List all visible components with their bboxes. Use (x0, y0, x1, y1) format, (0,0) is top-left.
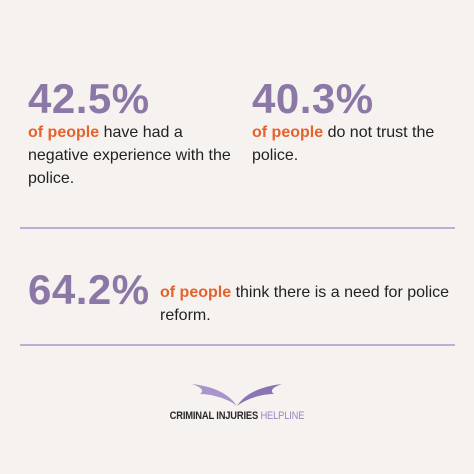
divider (20, 227, 455, 229)
logo-name: CRIMINAL INJURIES (169, 410, 259, 422)
stat-text: of people think there is a need for poli… (160, 281, 450, 327)
stat-description: do not trust the police. (252, 124, 435, 164)
logo-suffix: HELPLINE (260, 410, 305, 422)
stat-description: think there is a need for police reform. (160, 284, 450, 324)
stat-number: 64.2% (28, 266, 150, 313)
stat-text: of people have had a negative experience… (28, 121, 233, 190)
stat-text: of people do not trust the police. (252, 121, 442, 167)
stat-number: 42.5% (28, 75, 150, 122)
stat-highlight: of people (160, 284, 232, 301)
logo-wing-right (237, 384, 282, 406)
logo-wings (192, 384, 282, 406)
stat-highlight: of people (252, 124, 324, 141)
stat-highlight: of people (28, 124, 100, 141)
divider (20, 344, 455, 346)
logo-text: CRIMINAL INJURIES HELPLINE (36, 410, 439, 422)
stat-description: have had a negative experience with the … (28, 124, 231, 187)
stat-number: 40.3% (252, 75, 374, 122)
logo-wing-left (192, 384, 237, 406)
